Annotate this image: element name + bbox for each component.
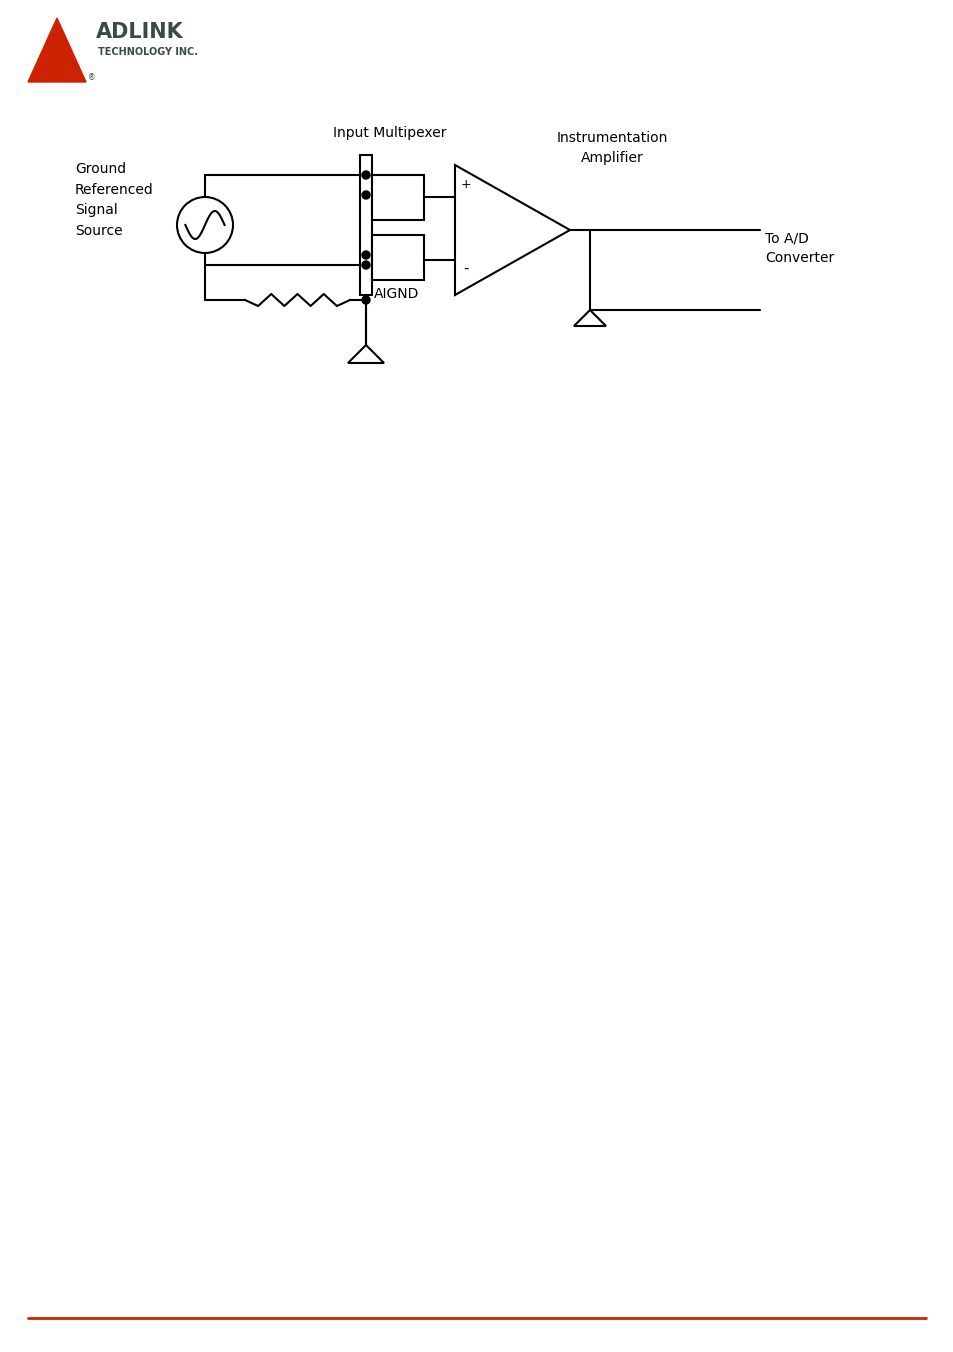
Circle shape (361, 170, 370, 178)
Polygon shape (348, 345, 384, 362)
Text: Ground
Referenced
Signal
Source: Ground Referenced Signal Source (75, 162, 153, 238)
Circle shape (361, 261, 370, 269)
Text: ADLINK: ADLINK (96, 22, 184, 42)
Circle shape (177, 197, 233, 253)
Bar (372, 174, 423, 220)
Bar (359, 155, 372, 295)
Text: To A/D
Converter: To A/D Converter (764, 231, 833, 265)
Text: -: - (463, 261, 468, 276)
Text: +: + (460, 178, 471, 192)
Text: TECHNOLOGY INC.: TECHNOLOGY INC. (98, 47, 198, 57)
Text: Input Multipexer: Input Multipexer (333, 126, 446, 141)
Bar (372, 235, 423, 280)
Polygon shape (574, 310, 605, 326)
Text: AIGND: AIGND (374, 287, 419, 301)
Circle shape (361, 296, 370, 304)
Text: Instrumentation
Amplifier: Instrumentation Amplifier (556, 131, 667, 165)
Text: ®: ® (88, 73, 95, 82)
Circle shape (361, 191, 370, 199)
Polygon shape (455, 165, 569, 295)
Circle shape (361, 251, 370, 260)
Polygon shape (28, 18, 86, 82)
